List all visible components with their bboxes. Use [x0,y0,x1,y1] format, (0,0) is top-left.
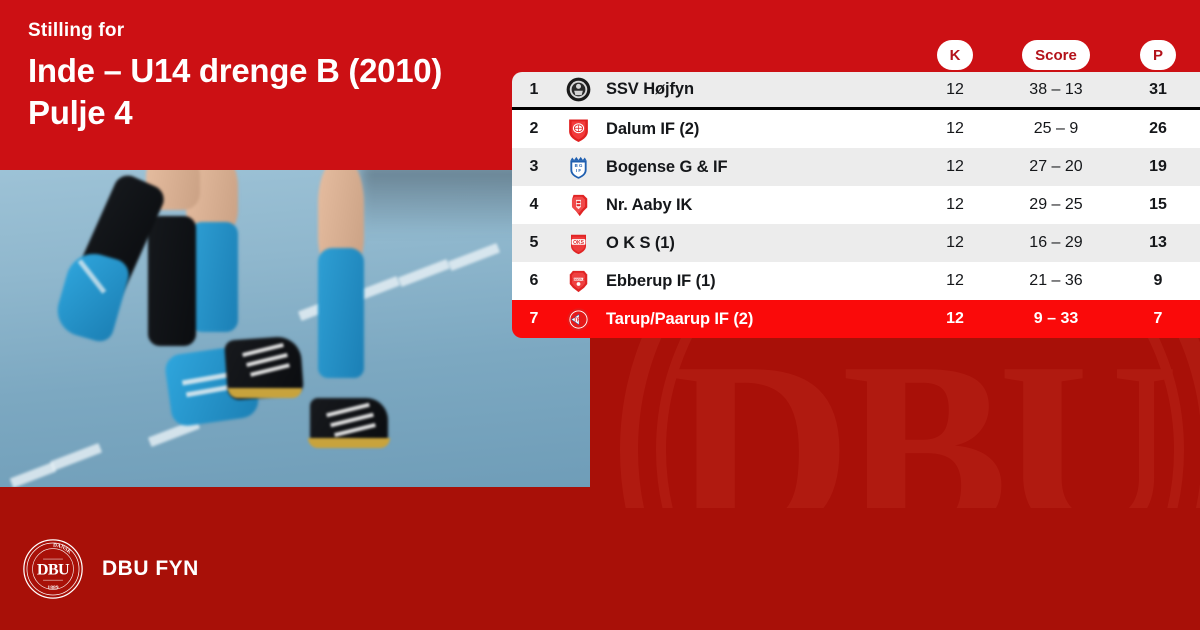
title-kicker: Stilling for [28,20,125,41]
ebberup-if-crest: EBBERUP [556,269,600,294]
row-team-name: O K S (1) [606,233,675,252]
row-score: 27 – 20 [1029,158,1083,175]
row-position: 2 [529,120,539,137]
bogense-gif-crest: B G I F [556,155,600,180]
row-matches: 12 [946,272,964,289]
row-matches: 12 [946,234,964,251]
table-header: K Score P [512,38,1200,72]
row-score: 29 – 25 [1029,196,1083,213]
footer-bar: DANSK DBU 1889 DBU FYN [0,508,1200,630]
row-score: 25 – 9 [1033,120,1079,137]
row-position: 5 [529,234,539,251]
svg-text:1889: 1889 [47,585,58,591]
row-position: 1 [529,80,539,98]
row-team-name: Tarup/Paarup IF (2) [606,309,754,328]
table-row[interactable]: 6 EBBERUP Ebberup IF (1) 12 21 – 36 9 [512,262,1200,300]
row-position: 3 [529,158,539,175]
row-score: 16 – 29 [1029,234,1083,251]
table-row[interactable]: 1 SSV Højfyn 12 38 – 13 31 [512,72,1200,110]
row-points: 7 [1153,310,1163,327]
column-header-score: Score [1022,40,1090,70]
svg-text:OKS: OKS [573,239,585,245]
ssv-hojfyn-crest [556,77,600,102]
svg-text:DBU: DBU [37,562,70,579]
column-header-k: K [936,40,974,70]
dalum-if-crest [556,117,600,142]
nr-aaby-ik-crest [556,193,600,218]
row-position: 6 [529,272,539,289]
tarup-paarup-if-crest: TPI [556,307,600,332]
row-matches: 12 [946,120,964,137]
page-title: Stilling for Inde – U14 drenge B (2010) … [28,20,498,134]
svg-text:EBBERUP: EBBERUP [571,277,585,281]
row-position: 4 [529,196,539,213]
row-matches: 12 [946,80,964,98]
photo-blur-layer [0,170,590,487]
table-row[interactable]: 3 B G I F Bogense G & IF 12 27 – 20 19 [512,148,1200,186]
row-team-name: SSV Højfyn [606,80,694,98]
table-row[interactable]: 5 OKS O K S (1) 12 16 – 29 13 [512,224,1200,262]
row-matches: 12 [946,158,964,175]
row-score: 38 – 13 [1029,80,1083,98]
row-team-name: Dalum IF (2) [606,119,700,138]
row-score: 21 – 36 [1029,272,1083,289]
standings-table: 1 SSV Højfyn 12 38 – 13 31 2 [512,72,1200,338]
row-team-name: Nr. Aaby IK [606,195,693,214]
svg-text:TPI: TPI [573,317,582,323]
row-score: 9 – 33 [1033,310,1079,327]
row-points: 9 [1153,272,1163,289]
hero-photo [0,170,590,487]
row-position: 7 [529,310,539,327]
oks-crest: OKS [556,231,600,256]
table-row[interactable]: 7 TPI Tarup/Paarup IF (2) 12 9 – 33 7 [512,300,1200,338]
footer-label: DBU FYN [102,557,199,580]
row-team-name: Ebberup IF (1) [606,271,716,290]
row-points: 15 [1149,196,1167,213]
title-headline: Inde – U14 drenge B (2010) Pulje 4 [28,51,443,132]
row-points: 13 [1149,234,1167,251]
table-row[interactable]: 4 Nr. Aaby IK 12 29 – 25 15 [512,186,1200,224]
dbu-logo: DANSK DBU 1889 [23,539,83,599]
row-points: 26 [1149,120,1167,137]
row-points: 19 [1149,158,1167,175]
row-matches: 12 [946,196,964,213]
row-team-name: Bogense G & IF [606,157,728,176]
svg-text:B G: B G [574,162,582,167]
row-matches: 12 [946,310,964,327]
column-header-p: P [1139,40,1176,70]
table-row[interactable]: 2 Dalum IF (2) 12 25 – 9 26 [512,110,1200,148]
row-points: 31 [1149,80,1167,98]
svg-text:I F: I F [575,167,580,172]
